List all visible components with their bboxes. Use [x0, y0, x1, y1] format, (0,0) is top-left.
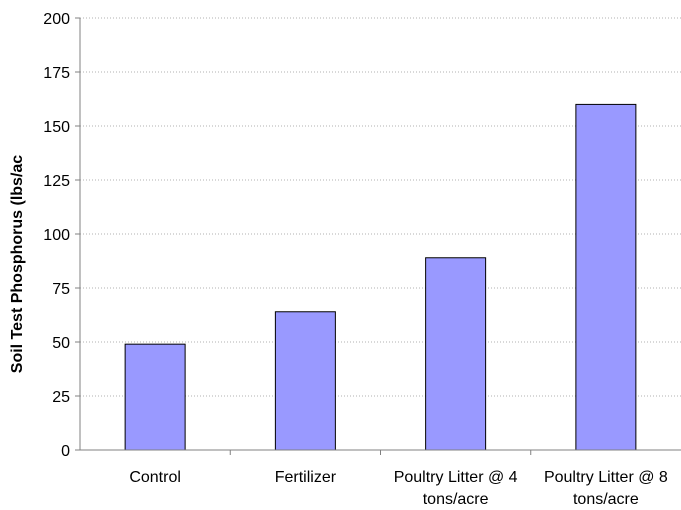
y-tick-label: 0 [61, 443, 70, 460]
y-tick-label: 25 [52, 389, 70, 406]
x-category-label: Poultry Litter @ 8 tons/acre [544, 469, 668, 508]
bar [274, 311, 336, 451]
y-tick-label: 150 [43, 119, 70, 136]
y-tick-label: 175 [43, 65, 70, 82]
bar [425, 257, 487, 451]
x-category-label: Poultry Litter @ 4 tons/acre [394, 469, 518, 508]
x-category-labels: Control Fertilizer Poultry Litter @ 4 tons/… [129, 469, 668, 508]
y-axis-title: Soil Test Phosphorus (lbs/ac [9, 155, 26, 374]
y-tick-label: 50 [52, 335, 70, 352]
bars [124, 103, 637, 451]
x-category-label: Control [129, 469, 181, 486]
gridlines [80, 17, 681, 397]
y-tick-label: 200 [43, 11, 70, 28]
y-tick-label: 100 [43, 227, 70, 244]
x-category-label: Fertilizer [275, 469, 337, 486]
y-tick-labels: 0 25 50 75 100 125 150 175 200 [43, 11, 70, 460]
y-tick-label: 125 [43, 173, 70, 190]
axes [75, 17, 681, 455]
y-tick-label: 75 [52, 281, 70, 298]
bar [575, 103, 637, 451]
bar [124, 343, 186, 451]
